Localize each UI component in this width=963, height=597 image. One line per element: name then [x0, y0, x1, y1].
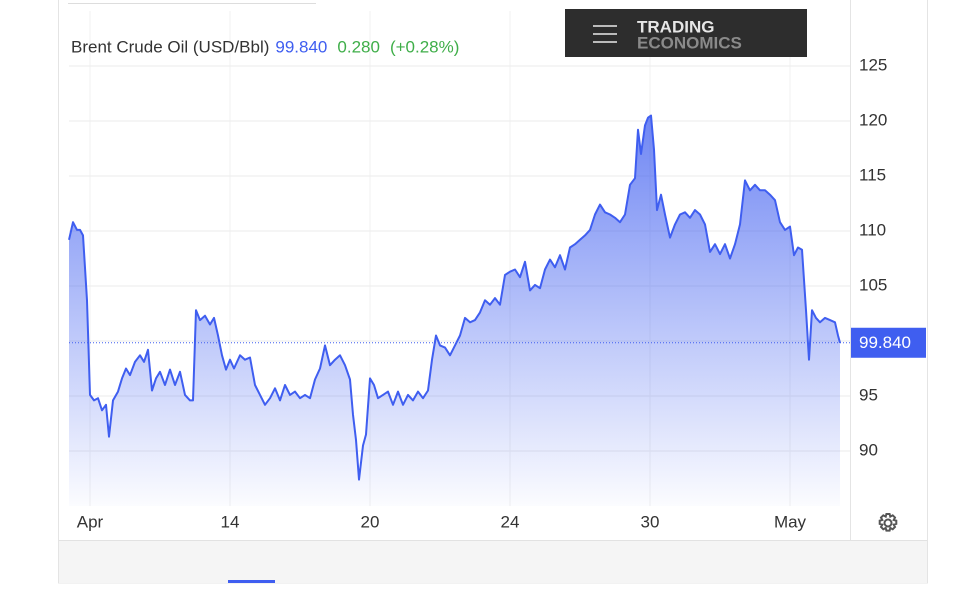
x-tick-label: 30: [641, 512, 660, 531]
plot: [68, 114, 850, 506]
settings-icon[interactable]: [878, 513, 898, 532]
bottom-bar: [59, 540, 927, 583]
logo-text: ECONOMICS: [637, 33, 742, 52]
x-tick-label: 24: [501, 512, 520, 531]
last-price: 99.840: [275, 37, 327, 56]
y-tick-label: 105: [859, 275, 887, 294]
menu-icon: [593, 25, 617, 43]
y-tick-label: 90: [859, 440, 878, 459]
area: [69, 115, 840, 506]
price-line: [68, 114, 841, 481]
last-price-tag-label: 99.840: [859, 333, 911, 352]
y-tick-label: 125: [859, 55, 887, 74]
tab-indicator[interactable]: [228, 580, 275, 583]
chart-title: Brent Crude Oil (USD/Bbl): [71, 37, 269, 56]
y-tick-label: 110: [859, 220, 886, 239]
axes: 9095100105110115120125Apr14202430May99.8…: [77, 55, 926, 531]
x-tick-label: 14: [221, 512, 240, 531]
price-change: 0.280: [337, 37, 380, 56]
x-tick-label: Apr: [77, 512, 104, 531]
y-tick-label: 95: [859, 385, 878, 404]
last-price-tag: [851, 327, 926, 358]
y-tick-label: 120: [859, 110, 887, 129]
y-tick-label: 115: [859, 165, 886, 184]
x-tick-label: May: [774, 512, 807, 531]
logo-text: TRADING: [637, 17, 714, 36]
logo[interactable]: TRADING ECONOMICS: [565, 9, 807, 57]
price-change-percent: (+0.28%): [390, 37, 459, 56]
x-tick-label: 20: [361, 512, 380, 531]
